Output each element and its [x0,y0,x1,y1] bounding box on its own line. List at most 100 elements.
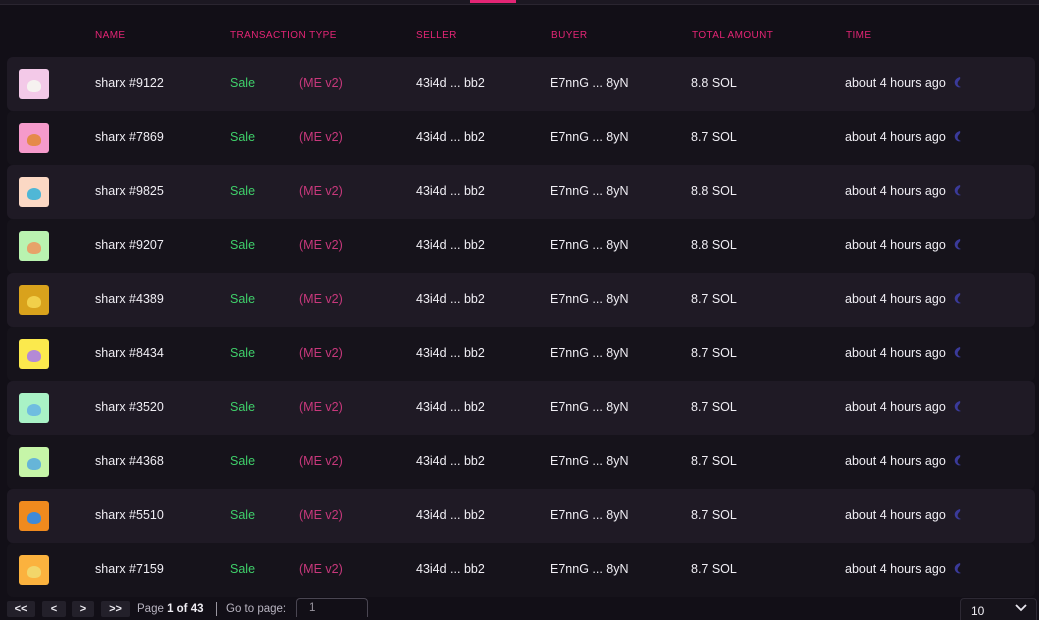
seller-address[interactable]: 43i4d ... bb2 [416,454,485,468]
buyer-address[interactable]: E7nnG ... 8yN [550,292,629,306]
nft-character-icon [27,458,41,470]
nft-name[interactable]: sharx #8434 [95,346,164,360]
transaction-type: Sale [230,346,256,360]
nft-name[interactable]: sharx #7159 [95,562,164,576]
goto-label: Go to page: [226,603,287,615]
table-row[interactable]: sharx #9207 Sale (ME v2) 43i4d ... bb2 E7nnG… [7,219,1035,273]
previous-page-button[interactable]: < [42,601,66,617]
nft-thumbnail[interactable] [19,339,49,369]
solana-explorer-icon[interactable] [953,508,962,521]
last-page-button[interactable]: >> [101,601,130,617]
nft-thumbnail[interactable] [19,123,49,153]
table-row[interactable]: sharx #7869 Sale (ME v2) 43i4d ... bb2 E7nnG… [7,111,1035,165]
buyer-address[interactable]: E7nnG ... 8yN [550,238,629,252]
chevron-down-icon [1015,604,1027,612]
column-header-time[interactable]: TIME [846,30,872,41]
first-page-button[interactable]: << [7,601,35,617]
buyer-address[interactable]: E7nnG ... 8yN [550,508,629,522]
transaction-time: about 4 hours ago [845,76,946,90]
seller-address[interactable]: 43i4d ... bb2 [416,562,485,576]
total-amount: 8.7 SOL [691,454,737,468]
buyer-address[interactable]: E7nnG ... 8yN [550,454,629,468]
nft-thumbnail[interactable] [19,231,49,261]
nft-name[interactable]: sharx #3520 [95,400,164,414]
solana-explorer-icon[interactable] [953,346,962,359]
table-row[interactable]: sharx #8434 Sale (ME v2) 43i4d ... bb2 E7nnG… [7,327,1035,381]
table-row[interactable]: sharx #5510 Sale (ME v2) 43i4d ... bb2 E7nnG… [7,489,1035,543]
transaction-time: about 4 hours ago [845,292,946,306]
seller-address[interactable]: 43i4d ... bb2 [416,400,485,414]
seller-address[interactable]: 43i4d ... bb2 [416,130,485,144]
buyer-address[interactable]: E7nnG ... 8yN [550,184,629,198]
buyer-address[interactable]: E7nnG ... 8yN [550,130,629,144]
nft-character-icon [27,350,41,362]
nft-thumbnail[interactable] [19,69,49,99]
transaction-time: about 4 hours ago [845,562,946,576]
column-header-buyer[interactable]: BUYER [551,30,588,41]
solana-explorer-icon[interactable] [953,130,962,143]
column-header-transaction-type[interactable]: TRANSACTION TYPE [230,30,337,41]
marketplace-label: (ME v2) [299,292,343,306]
column-header-name[interactable]: NAME [95,30,126,41]
nft-name[interactable]: sharx #5510 [95,508,164,522]
marketplace-label: (ME v2) [299,454,343,468]
table-row[interactable]: sharx #3520 Sale (ME v2) 43i4d ... bb2 E7nnG… [7,381,1035,435]
page-prefix: Page [137,603,164,615]
nft-thumbnail[interactable] [19,177,49,207]
top-border [0,0,1039,5]
nft-character-icon [27,512,41,524]
table-row[interactable]: sharx #4389 Sale (ME v2) 43i4d ... bb2 E7nnG… [7,273,1035,327]
nft-name[interactable]: sharx #4389 [95,292,164,306]
transaction-type: Sale [230,454,256,468]
total-amount: 8.8 SOL [691,76,737,90]
table-row[interactable]: sharx #4368 Sale (ME v2) 43i4d ... bb2 E7nnG… [7,435,1035,489]
table-row[interactable]: sharx #9122 Sale (ME v2) 43i4d ... bb2 E7nnG… [7,57,1035,111]
goto-page-input[interactable]: 1 [296,598,368,617]
buyer-address[interactable]: E7nnG ... 8yN [550,562,629,576]
solana-explorer-icon[interactable] [953,454,962,467]
buyer-address[interactable]: E7nnG ... 8yN [550,346,629,360]
table-row[interactable]: sharx #9825 Sale (ME v2) 43i4d ... bb2 E7nnG… [7,165,1035,219]
seller-address[interactable]: 43i4d ... bb2 [416,292,485,306]
nft-name[interactable]: sharx #9207 [95,238,164,252]
transaction-time: about 4 hours ago [845,130,946,144]
nft-name[interactable]: sharx #9122 [95,76,164,90]
nft-thumbnail[interactable] [19,555,49,585]
table-row[interactable]: sharx #7159 Sale (ME v2) 43i4d ... bb2 E7nnG… [7,543,1035,597]
nft-name[interactable]: sharx #7869 [95,130,164,144]
solana-explorer-icon[interactable] [953,562,962,575]
buyer-address[interactable]: E7nnG ... 8yN [550,400,629,414]
seller-address[interactable]: 43i4d ... bb2 [416,238,485,252]
column-header-seller[interactable]: SELLER [416,30,457,41]
nft-thumbnail[interactable] [19,393,49,423]
transaction-type: Sale [230,292,256,306]
active-tab-indicator [470,0,516,3]
nft-thumbnail[interactable] [19,501,49,531]
buyer-address[interactable]: E7nnG ... 8yN [550,76,629,90]
table-header: NAME TRANSACTION TYPE SELLER BUYER TOTAL… [0,30,1039,44]
seller-address[interactable]: 43i4d ... bb2 [416,508,485,522]
transaction-type: Sale [230,76,256,90]
transaction-time: about 4 hours ago [845,184,946,198]
solana-explorer-icon[interactable] [953,292,962,305]
solana-explorer-icon[interactable] [953,238,962,251]
nft-character-icon [27,242,41,254]
nft-thumbnail[interactable] [19,285,49,315]
nft-name[interactable]: sharx #4368 [95,454,164,468]
solana-explorer-icon[interactable] [953,184,962,197]
seller-address[interactable]: 43i4d ... bb2 [416,346,485,360]
pagination-bar: << < > >> Page 1 of 43 Go to page: 1 10 [0,598,1039,620]
transaction-time: about 4 hours ago [845,346,946,360]
page-size-select[interactable]: 10 [960,598,1037,620]
next-page-button[interactable]: > [72,601,94,617]
nft-thumbnail[interactable] [19,447,49,477]
nft-character-icon [27,296,41,308]
total-amount: 8.7 SOL [691,130,737,144]
nft-name[interactable]: sharx #9825 [95,184,164,198]
column-header-total-amount[interactable]: TOTAL AMOUNT [692,30,774,41]
solana-explorer-icon[interactable] [953,400,962,413]
seller-address[interactable]: 43i4d ... bb2 [416,76,485,90]
seller-address[interactable]: 43i4d ... bb2 [416,184,485,198]
solana-explorer-icon[interactable] [953,76,962,89]
marketplace-label: (ME v2) [299,76,343,90]
